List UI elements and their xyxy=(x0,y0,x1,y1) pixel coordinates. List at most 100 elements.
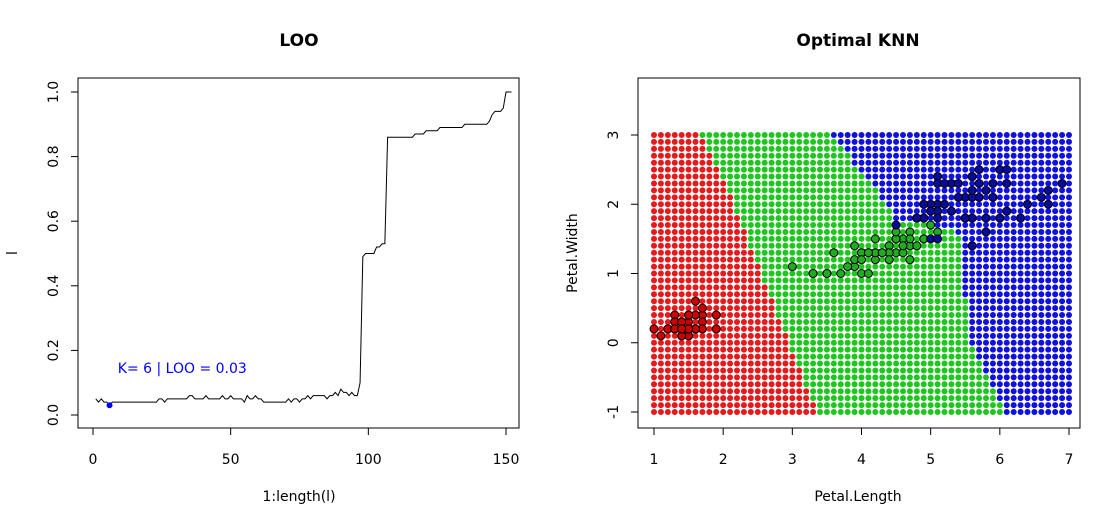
grid-point xyxy=(803,235,810,242)
grid-point xyxy=(810,395,817,402)
grid-point xyxy=(761,242,768,249)
grid-point xyxy=(865,228,872,235)
grid-point xyxy=(740,166,747,173)
data-point xyxy=(891,220,901,230)
grid-point xyxy=(789,152,796,159)
grid-point xyxy=(962,208,969,215)
grid-point xyxy=(983,374,989,381)
grid-point xyxy=(817,242,823,249)
grid-point xyxy=(1059,367,1066,374)
grid-point xyxy=(1017,180,1024,187)
grid-point xyxy=(706,263,713,270)
grid-point xyxy=(727,208,734,215)
grid-point xyxy=(976,249,983,256)
grid-point xyxy=(713,132,720,138)
grid-point xyxy=(651,298,657,305)
grid-point xyxy=(657,298,664,305)
grid-point xyxy=(657,353,664,360)
grid-point xyxy=(941,346,948,353)
grid-point xyxy=(685,166,692,173)
grid-point xyxy=(989,409,996,415)
grid-point xyxy=(962,145,969,152)
grid-point xyxy=(727,353,734,360)
grid-point xyxy=(803,222,810,229)
grid-point xyxy=(789,291,796,298)
grid-point xyxy=(1059,235,1066,242)
grid-point xyxy=(754,277,761,284)
grid-point xyxy=(996,291,1003,298)
grid-point xyxy=(858,325,865,332)
grid-point xyxy=(720,312,727,319)
grid-point xyxy=(761,235,768,242)
grid-point xyxy=(761,409,768,415)
grid-point xyxy=(976,298,983,305)
grid-point xyxy=(817,159,823,166)
grid-point xyxy=(789,138,796,145)
grid-point xyxy=(685,360,692,367)
grid-point xyxy=(706,187,713,194)
grid-point xyxy=(1024,332,1031,339)
grid-point xyxy=(934,284,941,291)
grid-point xyxy=(754,367,761,374)
data-point xyxy=(981,213,991,223)
grid-point xyxy=(789,201,796,208)
grid-point xyxy=(817,353,823,360)
grid-point xyxy=(830,235,837,242)
grid-point xyxy=(713,409,720,415)
grid-point xyxy=(865,263,872,270)
grid-point xyxy=(671,249,678,256)
grid-point xyxy=(872,173,879,180)
grid-point xyxy=(900,159,906,166)
grid-point xyxy=(1052,284,1059,291)
grid-point xyxy=(879,388,886,395)
grid-point xyxy=(1038,159,1045,166)
grid-point xyxy=(906,222,913,229)
grid-point xyxy=(941,325,948,332)
grid-point xyxy=(651,228,657,235)
grid-point xyxy=(678,395,685,402)
grid-point xyxy=(727,132,734,138)
grid-point xyxy=(734,367,740,374)
grid-point xyxy=(976,367,983,374)
grid-point xyxy=(727,249,734,256)
grid-point xyxy=(782,263,789,270)
grid-point xyxy=(671,263,678,270)
grid-point xyxy=(775,159,782,166)
grid-point xyxy=(989,353,996,360)
grid-point xyxy=(761,332,768,339)
grid-point xyxy=(837,346,844,353)
grid-point xyxy=(996,339,1003,346)
grid-point xyxy=(775,305,782,312)
grid-point xyxy=(1066,152,1072,159)
grid-point xyxy=(775,388,782,395)
grid-point xyxy=(920,180,927,187)
grid-point xyxy=(906,159,913,166)
grid-point xyxy=(754,270,761,277)
grid-point xyxy=(1066,270,1072,277)
grid-point xyxy=(872,242,879,249)
knn-y-tick-label: 0 xyxy=(606,338,622,347)
grid-point xyxy=(1059,409,1066,415)
grid-point xyxy=(989,346,996,353)
grid-point xyxy=(837,409,844,415)
grid-point xyxy=(1010,332,1017,339)
grid-point xyxy=(1038,409,1045,415)
grid-point xyxy=(989,222,996,229)
grid-point xyxy=(817,312,823,319)
grid-point xyxy=(872,215,879,222)
grid-point xyxy=(796,263,803,270)
grid-point xyxy=(706,201,713,208)
grid-point xyxy=(720,291,727,298)
grid-point xyxy=(775,332,782,339)
grid-point xyxy=(934,325,941,332)
grid-point xyxy=(927,166,934,173)
grid-point xyxy=(817,166,823,173)
grid-point xyxy=(1066,346,1072,353)
grid-point xyxy=(692,395,699,402)
grid-point xyxy=(851,166,858,173)
grid-point xyxy=(823,249,830,256)
grid-point xyxy=(948,325,955,332)
grid-point xyxy=(920,409,927,415)
grid-point xyxy=(1059,284,1066,291)
grid-point xyxy=(1017,208,1024,215)
